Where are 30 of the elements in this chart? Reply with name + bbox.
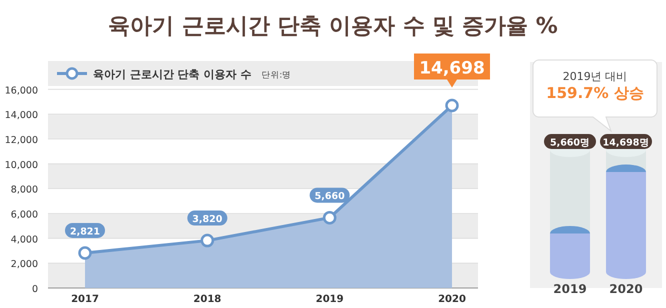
data-label: 5,660 — [314, 191, 346, 202]
y-tick-label: 16,000 — [4, 85, 38, 96]
point — [200, 234, 214, 248]
x-tick-label: 2017 — [71, 294, 99, 305]
x-tick-label: 2018 — [193, 294, 222, 305]
y-tick-label: 10,000 — [4, 160, 38, 171]
x-tick-label: 2019 — [316, 294, 344, 305]
text: 2019년 대비 — [562, 70, 628, 83]
data-label: 3,820 — [192, 214, 223, 226]
data-label: 5,660명 — [550, 138, 590, 148]
point — [322, 210, 336, 224]
data-label: 14,698 — [419, 58, 485, 78]
x-tick-label: 2020 — [609, 282, 643, 296]
y-tick-label: 8,000 — [10, 184, 38, 196]
y-tick-label: 4,000 — [10, 234, 38, 246]
x-tick-label: 2019 — [553, 282, 587, 296]
point — [445, 98, 459, 112]
data-label: 14,698명 — [602, 138, 650, 148]
text: 단위:명 — [261, 70, 292, 80]
y-tick-label: 12,000 — [4, 134, 38, 146]
legend-label: 육아기 근로시간 단축 이용자 수 — [93, 68, 252, 81]
y-tick-label: 2,000 — [10, 259, 38, 270]
point — [78, 246, 92, 260]
chart-title: 육아기 근로시간 단축 이용자 수 및 증가율 % — [108, 14, 558, 39]
y-tick-label: 6,000 — [10, 209, 38, 220]
y-tick-label: 14,000 — [4, 110, 38, 122]
x-tick-label: 2020 — [438, 294, 466, 305]
data-label: 2,821 — [70, 226, 100, 238]
text: 159.7% 상승 — [546, 84, 644, 102]
y-tick-label: 0 — [32, 284, 38, 295]
